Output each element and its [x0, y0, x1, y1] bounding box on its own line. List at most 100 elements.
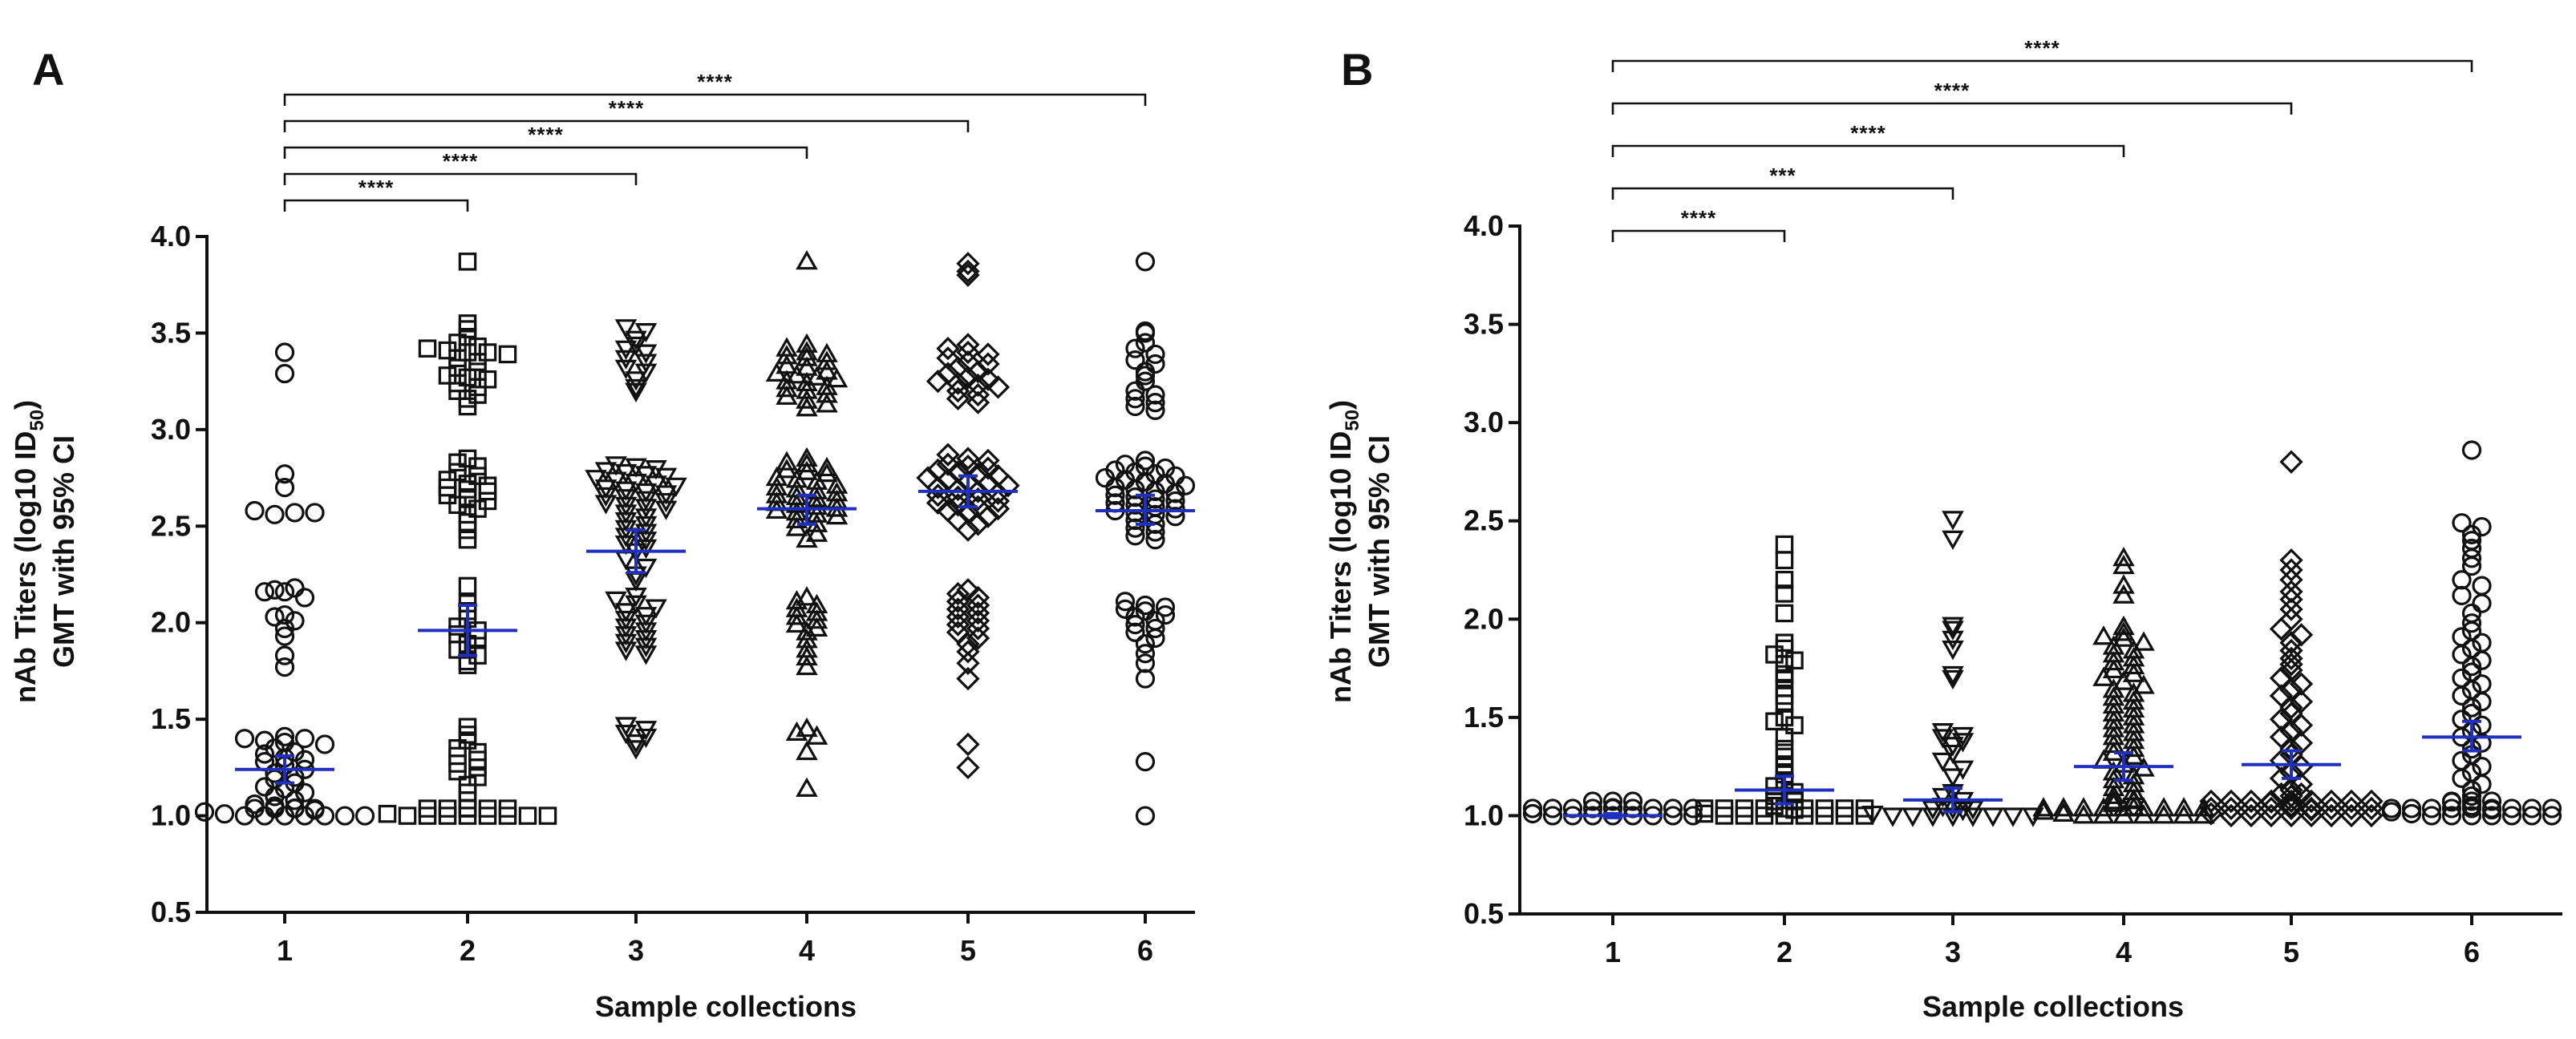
data-point — [1135, 752, 1156, 772]
data-point — [314, 734, 335, 754]
data-point — [468, 768, 487, 786]
data-point — [956, 500, 980, 525]
y-tick-label: 2.0 — [1464, 602, 1504, 635]
data-point — [634, 721, 658, 741]
data-point — [1765, 645, 1784, 664]
data-point — [274, 657, 295, 677]
data-point — [1683, 798, 1703, 819]
data-point — [2472, 576, 2492, 596]
data-point — [1775, 633, 1794, 652]
data-point — [966, 626, 990, 650]
data-point — [2279, 760, 2303, 785]
data-point — [265, 580, 285, 600]
data-point — [634, 614, 658, 634]
y-tick-label: 3.5 — [1464, 308, 1504, 341]
data-point — [274, 732, 295, 753]
series-4 — [2032, 547, 2215, 824]
data-point — [2279, 597, 2303, 621]
data-point — [966, 373, 990, 398]
data-point — [2452, 570, 2472, 590]
data-point — [265, 796, 285, 816]
y-tick-label: 3.0 — [1464, 406, 1504, 439]
x-tick-label: 6 — [1137, 934, 1153, 967]
data-point — [1145, 400, 1165, 420]
plot-area: 0.51.01.52.02.53.03.54.01 2 3 4 5 6**********… — [1464, 36, 2562, 968]
data-point — [1775, 728, 1794, 746]
significance-bracket: **** — [1611, 36, 2473, 72]
y-axis-title-line2: GMT with 95% CI — [1363, 435, 1395, 668]
panel-b: B nAb Titers (log10 ID50) GMT with 95% C… — [1324, 36, 2562, 1023]
data-point — [614, 717, 638, 737]
data-point — [2461, 786, 2482, 807]
data-point — [458, 314, 477, 333]
data-point — [634, 607, 658, 627]
data-point — [796, 389, 818, 409]
data-point — [2219, 789, 2243, 814]
data-point — [2501, 798, 2522, 819]
data-point — [1135, 634, 1156, 654]
data-point — [956, 755, 980, 780]
bracket-line — [1611, 187, 1954, 200]
data-point — [1105, 460, 1125, 480]
y-tick-label: 1.5 — [151, 702, 191, 735]
significance-label: **** — [443, 149, 478, 173]
data-point — [2542, 798, 2562, 819]
x-tick-label: 1 — [1605, 936, 1621, 968]
data-point — [1775, 535, 1794, 554]
data-point — [654, 467, 678, 487]
data-point — [2481, 806, 2502, 826]
data-point — [274, 626, 295, 646]
data-point — [1775, 678, 1794, 697]
y-axis-title-line1: nAb Titers (log10 ID50) — [1324, 400, 1363, 703]
data-point — [1145, 344, 1165, 365]
data-point — [2279, 607, 2303, 631]
data-point — [1765, 786, 1784, 806]
data-point — [634, 728, 658, 749]
significance-bracket: **** — [1611, 121, 2125, 157]
data-point — [478, 482, 497, 501]
data-point — [254, 744, 275, 764]
data-point — [634, 323, 658, 343]
data-point — [354, 806, 375, 826]
data-point — [2521, 806, 2542, 826]
data-point — [2452, 585, 2472, 605]
data-point — [2461, 538, 2482, 559]
data-point — [498, 799, 517, 818]
data-point — [1775, 665, 1794, 684]
x-tick-label: 2 — [1776, 936, 1792, 968]
data-point — [2359, 803, 2384, 828]
data-point — [2112, 627, 2135, 647]
bracket-line — [1611, 229, 1786, 242]
data-point — [2219, 796, 2243, 821]
data-point — [2299, 789, 2323, 814]
bracket-line — [283, 93, 1147, 106]
data-point — [1942, 737, 1964, 757]
data-point — [1942, 768, 1964, 788]
data-point — [1881, 807, 1904, 827]
data-point — [2461, 531, 2482, 551]
data-point — [1105, 485, 1125, 505]
data-point — [936, 362, 960, 386]
data-point — [956, 333, 980, 357]
data-point — [796, 717, 818, 738]
y-tick-label: 0.5 — [1464, 897, 1504, 930]
data-point — [614, 610, 638, 631]
data-point — [796, 452, 818, 473]
x-tick-label: 3 — [628, 934, 644, 967]
data-point — [334, 806, 355, 826]
significance-bracket: **** — [283, 149, 638, 185]
data-point — [2279, 719, 2303, 743]
bracket-line — [283, 146, 808, 159]
data-point — [1942, 530, 1964, 551]
data-point — [816, 342, 838, 362]
data-point — [458, 576, 477, 596]
data-point — [1135, 601, 1156, 621]
data-point — [2279, 794, 2303, 818]
data-point — [538, 807, 557, 825]
bracket-line — [1611, 102, 2293, 115]
data-point — [498, 345, 517, 364]
bracket-line — [283, 119, 970, 132]
data-point — [1951, 760, 1975, 780]
data-point — [1135, 451, 1156, 471]
data-point — [2461, 613, 2482, 633]
